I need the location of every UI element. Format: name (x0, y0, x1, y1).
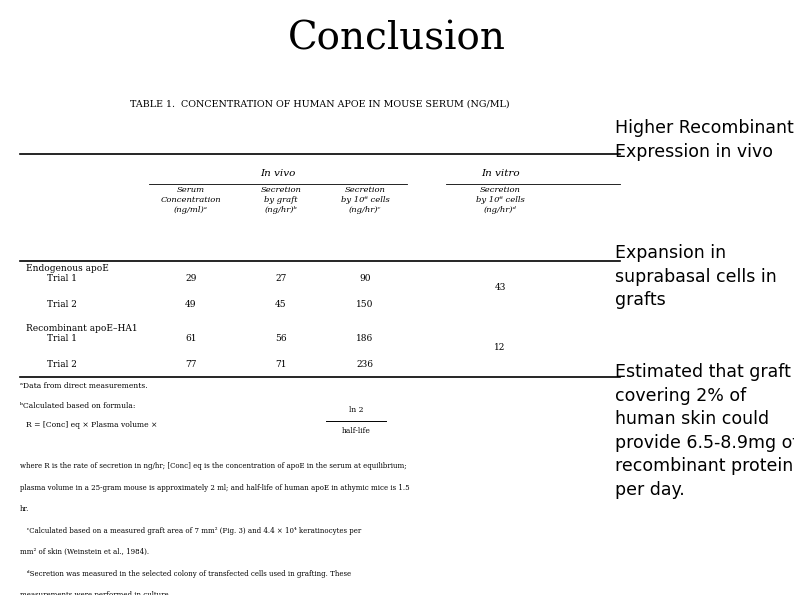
Text: In vivo: In vivo (260, 169, 295, 178)
Text: 61: 61 (185, 334, 197, 343)
Text: 43: 43 (495, 283, 506, 292)
Text: ᵇCalculated based on formula:: ᵇCalculated based on formula: (20, 402, 136, 411)
Text: ᵈSecretion was measured in the selected colony of transfected cells used in graf: ᵈSecretion was measured in the selected … (20, 570, 351, 578)
Text: ᶜCalculated based on a measured graft area of 7 mm² (Fig. 3) and 4.4 × 10⁴ kerat: ᶜCalculated based on a measured graft ar… (20, 527, 361, 535)
Text: 56: 56 (276, 334, 287, 343)
Text: 29: 29 (185, 274, 197, 283)
Text: Secretion
by graft
(ng/hr)ᵇ: Secretion by graft (ng/hr)ᵇ (260, 186, 302, 214)
Text: mm² of skin (Weinstein et al., 1984).: mm² of skin (Weinstein et al., 1984). (20, 548, 149, 556)
Text: Estimated that graft
covering 2% of
human skin could
provide 6.5-8.9mg of
recomb: Estimated that graft covering 2% of huma… (615, 363, 794, 499)
Text: Endogenous apoE: Endogenous apoE (26, 264, 109, 273)
Text: plasma volume in a 25-gram mouse is approximately 2 ml; and half-life of human a: plasma volume in a 25-gram mouse is appr… (20, 484, 410, 491)
Text: Conclusion: Conclusion (288, 21, 506, 58)
Text: 90: 90 (359, 274, 371, 283)
Text: Higher Recombinant
Expression in vivo: Higher Recombinant Expression in vivo (615, 119, 794, 161)
Text: 27: 27 (276, 274, 287, 283)
Text: Trial 2: Trial 2 (47, 300, 77, 309)
Text: TABLE 1.  CONCENTRATION OF HUMAN APOE IN MOUSE SERUM (NG/ML): TABLE 1. CONCENTRATION OF HUMAN APOE IN … (130, 100, 510, 109)
Text: Serum
Concentration
(ng/ml)ᵃ: Serum Concentration (ng/ml)ᵃ (160, 186, 222, 214)
Text: In vitro: In vitro (480, 169, 519, 178)
Text: 71: 71 (276, 360, 287, 369)
Text: 236: 236 (357, 360, 373, 369)
Text: R = [Conc] eq × Plasma volume ×: R = [Conc] eq × Plasma volume × (26, 421, 157, 429)
Text: hr.: hr. (20, 505, 29, 513)
Text: Expansion in
suprabasal cells in
grafts: Expansion in suprabasal cells in grafts (615, 244, 777, 309)
Text: half-life: half-life (341, 427, 371, 435)
Text: ln 2: ln 2 (349, 406, 363, 414)
Text: Secretion
by 10⁶ cells
(ng/hr)ᶜ: Secretion by 10⁶ cells (ng/hr)ᶜ (341, 186, 389, 214)
Text: Trial 1: Trial 1 (47, 274, 77, 283)
Text: 77: 77 (185, 360, 197, 369)
Text: ᵃData from direct measurements.: ᵃData from direct measurements. (20, 381, 148, 390)
Text: 12: 12 (495, 343, 506, 352)
Text: 45: 45 (276, 300, 287, 309)
Text: where R is the rate of secretion in ng/hr; [Conc] eq is the concentration of apo: where R is the rate of secretion in ng/h… (20, 462, 407, 470)
Text: Secretion
by 10⁶ cells
(ng/hr)ᵈ: Secretion by 10⁶ cells (ng/hr)ᵈ (476, 186, 524, 214)
Text: 186: 186 (357, 334, 374, 343)
Text: 150: 150 (357, 300, 374, 309)
Text: 49: 49 (185, 300, 197, 309)
Text: Recombinant apoE–HA1: Recombinant apoE–HA1 (26, 324, 137, 333)
Text: Trial 2: Trial 2 (47, 360, 77, 369)
Text: Trial 1: Trial 1 (47, 334, 77, 343)
Text: measurements were performed in culture.: measurements were performed in culture. (20, 591, 171, 595)
